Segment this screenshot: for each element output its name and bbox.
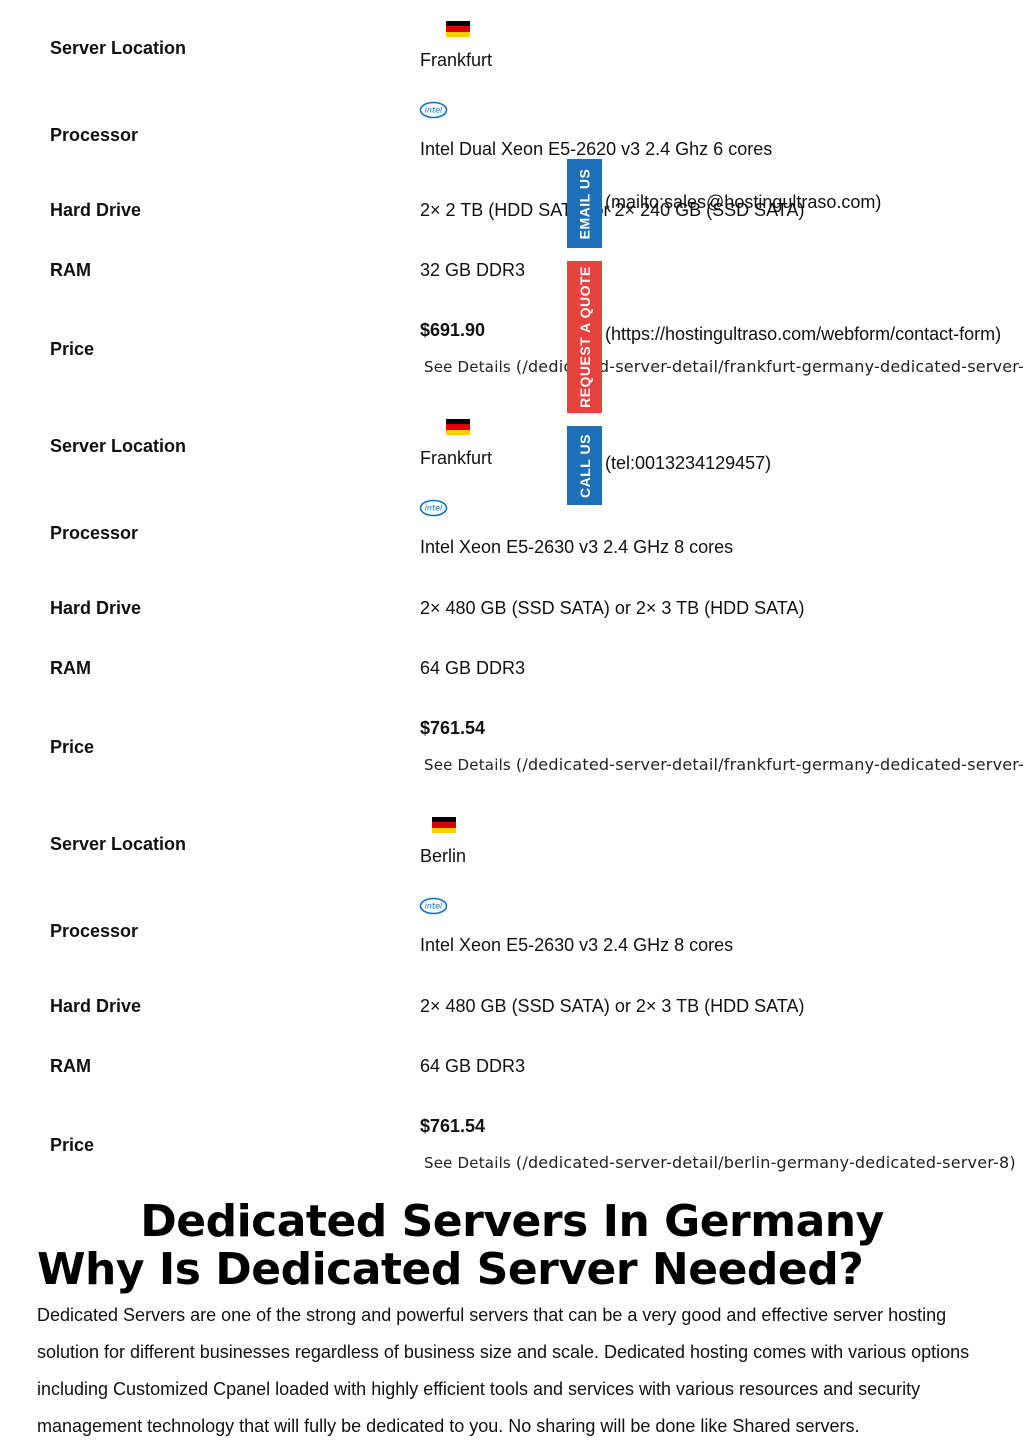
price-label: Price (50, 1135, 95, 1155)
ram-label: RAM (50, 658, 91, 678)
germany-flag-icon (432, 817, 456, 833)
hard-drive-label: Hard Drive (50, 200, 142, 220)
see-details-link[interactable]: See Details (/dedicated-server-detail/be… (424, 1153, 1016, 1172)
intel-logo-icon: intel (419, 499, 448, 517)
see-details-link[interactable]: See Details (/dedicated-server-detail/fr… (424, 755, 1024, 774)
ram-value: 32 GB DDR3 (420, 260, 526, 280)
email-us-link[interactable]: (mailto:sales@hostingultraso.com) (605, 192, 882, 212)
hard-drive-value: 2× 480 GB (SSD SATA) or 2× 3 TB (HDD SAT… (420, 996, 805, 1016)
hard-drive-value: 2× 2 TB (HDD SATA) or 2× 240 GB (SSD SAT… (420, 200, 805, 220)
germany-flag-icon (446, 419, 470, 435)
email-us-tab[interactable]: EMAIL US (567, 159, 602, 248)
hard-drive-label: Hard Drive (50, 598, 142, 618)
price-label: Price (50, 737, 95, 757)
request-quote-tab[interactable]: REQUEST A QUOTE (567, 261, 602, 413)
server-city: Frankfurt (420, 448, 493, 468)
see-details-label[interactable]: See Details (424, 358, 511, 376)
ram-value: 64 GB DDR3 (420, 658, 526, 678)
ram-label: RAM (50, 260, 91, 280)
section-subtitle: Why Is Dedicated Server Needed? (37, 1244, 864, 1295)
see-details-label[interactable]: See Details (424, 756, 511, 774)
ram-value: 64 GB DDR3 (420, 1056, 526, 1076)
see-details-url[interactable]: (/dedicated-server-detail/frankfurt-germ… (515, 357, 1024, 376)
server-city: Frankfurt (420, 50, 493, 70)
svg-text:intel: intel (425, 106, 443, 115)
server-location-label: Server Location (50, 834, 187, 854)
see-details-label[interactable]: See Details (424, 1154, 511, 1172)
processor-label: Processor (50, 523, 139, 543)
intel-logo-icon: intel (419, 897, 448, 915)
processor-value: Intel Xeon E5-2630 v3 2.4 GHz 8 cores (420, 935, 734, 955)
call-us-link[interactable]: (tel:0013234129457) (605, 453, 772, 473)
intel-logo-icon: intel (419, 101, 448, 119)
processor-label: Processor (50, 921, 139, 941)
server-city: Berlin (420, 846, 467, 866)
request-quote-link[interactable]: (https://hostingultraso.com/webform/cont… (605, 324, 1002, 344)
see-details-url[interactable]: (/dedicated-server-detail/frankfurt-germ… (515, 755, 1024, 774)
server-location-label: Server Location (50, 436, 187, 456)
processor-value: Intel Dual Xeon E5-2620 v3 2.4 Ghz 6 cor… (420, 139, 773, 159)
price-label: Price (50, 339, 95, 359)
hard-drive-value: 2× 480 GB (SSD SATA) or 2× 3 TB (HDD SAT… (420, 598, 805, 618)
hard-drive-label: Hard Drive (50, 996, 142, 1016)
see-details-link[interactable]: See Details (/dedicated-server-detail/fr… (424, 357, 1024, 376)
call-us-tab[interactable]: CALL US (567, 426, 602, 505)
price-value: $761.54 (420, 718, 486, 738)
section-paragraph: Dedicated Servers are one of the strong … (37, 1305, 970, 1436)
price-value: $761.54 (420, 1116, 486, 1136)
server-location-label: Server Location (50, 38, 187, 58)
section-title: Dedicated Servers In Germany (140, 1196, 884, 1247)
ram-label: RAM (50, 1056, 91, 1076)
price-value: $691.90 (420, 320, 486, 340)
svg-text:intel: intel (425, 902, 443, 911)
processor-label: Processor (50, 125, 139, 145)
see-details-url[interactable]: (/dedicated-server-detail/berlin-germany… (515, 1153, 1016, 1172)
germany-flag-icon (446, 21, 470, 37)
svg-text:intel: intel (425, 504, 443, 513)
processor-value: Intel Xeon E5-2630 v3 2.4 GHz 8 cores (420, 537, 734, 557)
